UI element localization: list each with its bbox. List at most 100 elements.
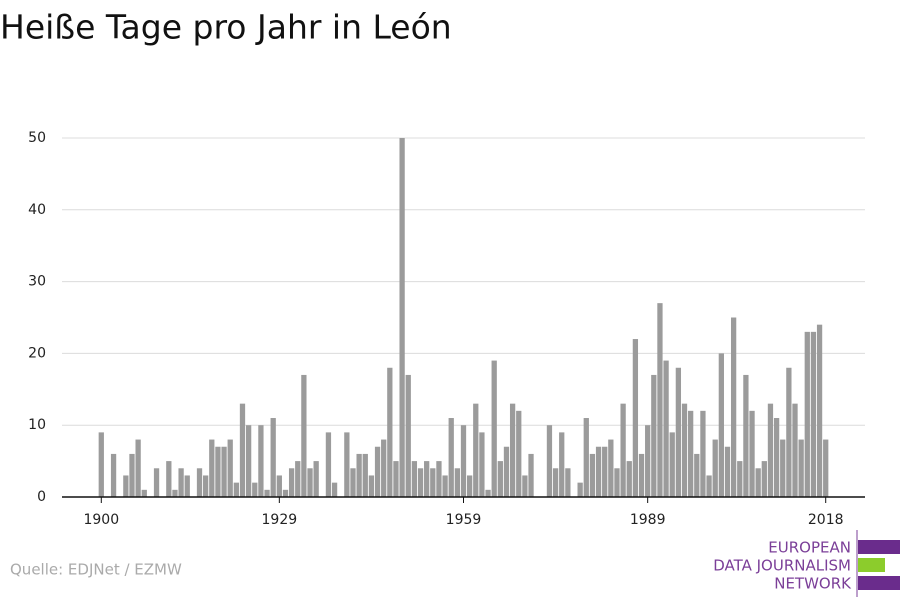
bar [614,468,620,497]
bar [325,432,332,497]
bar [694,453,700,497]
bar [184,475,190,497]
bar [565,468,571,497]
bar [522,475,528,497]
bar [215,446,221,497]
bar [608,439,614,497]
bar [503,446,510,497]
bar [491,360,497,497]
bar [657,303,663,497]
bar [448,418,454,497]
y-tick-label: 0 [37,489,46,505]
bar [276,475,282,497]
bar [196,468,203,497]
bar [295,461,301,497]
bar [227,439,233,497]
logo-bar [858,558,885,572]
bar [233,482,239,497]
bar [712,439,718,497]
bar [344,432,350,497]
bar [331,482,338,497]
bar [602,446,608,497]
chart-title: Heiße Tage pro Jahr in León [0,8,452,47]
bar [749,410,755,497]
x-tick-label: 1929 [262,512,298,528]
bar [730,317,737,497]
bar [786,367,792,497]
bar [172,489,178,497]
x-tick-label: 1959 [446,512,482,528]
bar [737,461,743,497]
bar [798,439,804,497]
bar [663,360,669,497]
bar [577,482,583,497]
bar [466,475,473,497]
bar [399,138,405,497]
bar [454,468,461,497]
x-tick-label: 1900 [83,512,119,528]
bar [645,425,651,497]
bar [509,403,516,497]
bar [823,439,829,497]
bar [203,475,209,497]
logo-text: DATA JOURNALISM [713,557,851,575]
y-tick-label: 50 [28,130,46,146]
bar [473,403,479,497]
bar [356,453,362,497]
bar [239,403,246,497]
bar [209,439,215,497]
bar [307,468,313,497]
y-tick-label: 20 [28,345,46,361]
logo-bar [858,576,900,590]
bar [528,453,534,497]
bar [436,461,442,497]
bar [761,461,767,497]
bar [442,475,448,497]
bar [381,439,387,497]
bar [252,482,258,497]
bar [675,367,682,497]
bar [681,403,688,497]
bar [110,453,117,497]
source: Quelle: EDJNet / EZMW [10,561,182,579]
bar [485,489,491,497]
bar [221,446,227,497]
logo: EUROPEAN DATA JOURNALISM NETWORK [713,530,900,597]
bar [123,475,129,497]
bar [313,461,319,497]
bar [755,468,761,497]
bar [264,489,270,497]
bar [700,410,706,497]
x-tick-label: 2018 [808,512,844,528]
bar [405,374,411,497]
bar [583,418,589,497]
bar [810,331,817,497]
bar [301,374,307,497]
bar [479,432,485,497]
bar [620,403,626,497]
logo-text: NETWORK [774,575,852,593]
bar [417,468,424,497]
bar [387,367,393,497]
y-tick-label: 30 [28,274,46,290]
bar [559,432,565,497]
bar [552,468,559,497]
bar [98,432,104,497]
bar [792,403,798,497]
bar [632,339,639,497]
bar [430,468,436,497]
bar [718,353,724,497]
logo-bar [858,540,900,554]
bar [589,453,596,497]
bar [546,425,553,497]
bar [129,453,135,497]
y-tick-label: 10 [28,417,46,433]
bar [282,489,289,497]
bar [816,324,823,497]
bar [595,446,602,497]
bar [669,432,675,497]
bar [724,446,731,497]
bar [411,461,418,497]
bar [245,425,252,497]
